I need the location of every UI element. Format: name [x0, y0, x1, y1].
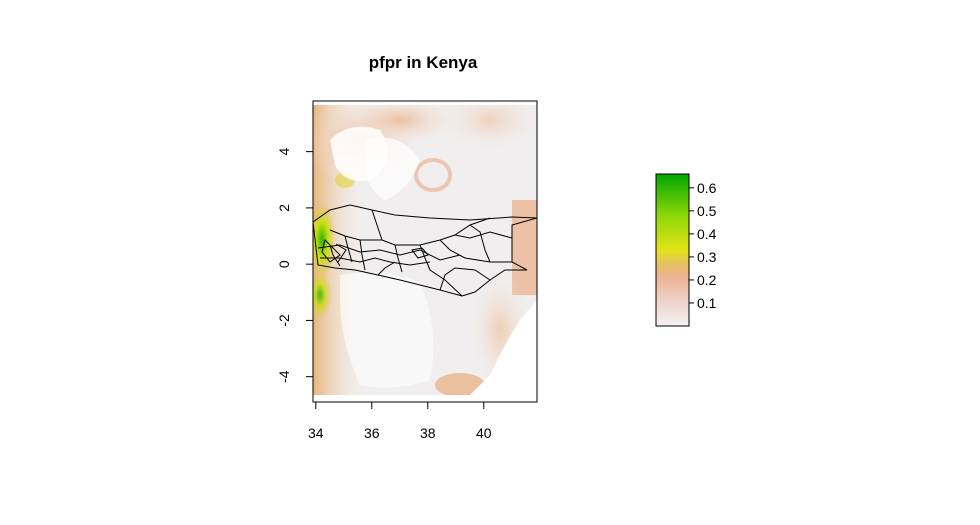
chart-title: pfpr in Kenya [369, 53, 478, 72]
legend-tick-label: 0.4 [697, 226, 717, 242]
y-tick-label: -4 [276, 370, 292, 383]
x-tick-label: 38 [420, 425, 436, 441]
legend-colorbar [655, 173, 690, 327]
legend-tick-label: 0.5 [697, 203, 717, 219]
x-tick-label: 34 [308, 425, 324, 441]
y-tick-label: 0 [276, 260, 292, 268]
legend-tick-label: 0.6 [697, 180, 717, 196]
y-axis: -4 -2 0 2 4 [276, 148, 314, 383]
legend-tick-label: 0.2 [697, 272, 717, 288]
color-legend: 0.1 0.2 0.3 0.4 0.5 0.6 [655, 173, 717, 327]
y-tick-label: -2 [276, 314, 292, 327]
x-axis: 34 36 38 40 [308, 401, 492, 441]
legend-tick-label: 0.3 [697, 249, 717, 265]
legend-tick-label: 0.1 [697, 295, 717, 311]
y-tick-label: 4 [276, 148, 292, 156]
y-tick-label: 2 [276, 204, 292, 212]
x-tick-label: 40 [476, 425, 492, 441]
kenya-county-boundaries [313, 204, 537, 297]
x-tick-label: 36 [364, 425, 380, 441]
pfpr-raster [313, 101, 537, 402]
